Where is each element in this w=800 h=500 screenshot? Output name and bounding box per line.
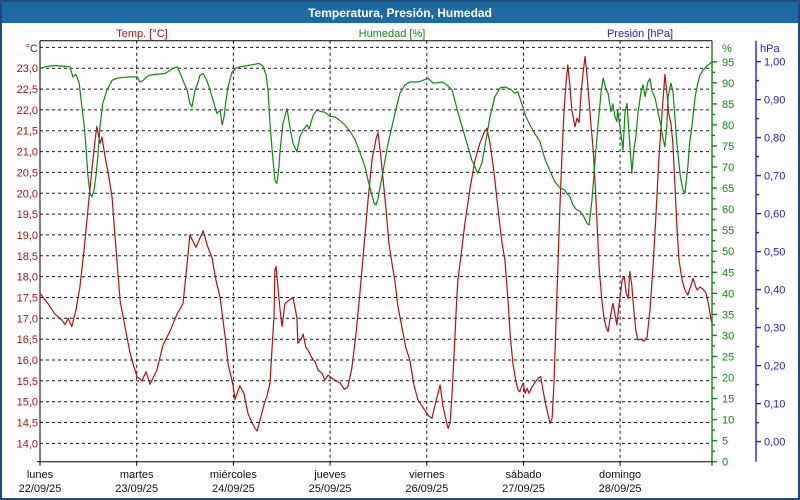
humidity-tick-label: 50 — [722, 246, 734, 258]
day-name-label: viernes — [409, 469, 445, 481]
humidity-line — [39, 61, 713, 226]
grid-layer — [40, 40, 712, 462]
temp-tick-label: 19,0 — [17, 230, 38, 242]
temp-tick-label: 22,5 — [17, 84, 38, 96]
day-date-label: 23/09/25 — [115, 483, 158, 495]
humidity-tick-label: 90 — [722, 78, 734, 90]
humidity-tick-label: 45 — [722, 267, 734, 279]
humidity-tick-label: 95 — [722, 57, 734, 69]
humidity-tick-label: 25 — [722, 351, 734, 363]
temp-tick-label: 14,5 — [17, 418, 38, 430]
legend-humidity-label: Humedad [%] — [359, 28, 426, 40]
pressure-tick-label: 0,40 — [764, 285, 785, 297]
legend-temperature-label: Temp. [°C] — [116, 28, 167, 40]
day-date-label: 28/09/25 — [599, 483, 642, 495]
humidity-tick-label: 40 — [722, 288, 734, 300]
temp-tick-label: 18,5 — [17, 251, 38, 263]
temp-tick-label: 21,0 — [17, 147, 38, 159]
pressure-tick-label: 0,70 — [764, 171, 785, 183]
day-name-label: martes — [120, 469, 154, 481]
day-date-label: 27/09/25 — [502, 483, 545, 495]
temp-tick-label: 14,0 — [17, 438, 38, 450]
legend-pressure-label: Presión [hPa] — [607, 28, 673, 40]
series-layer — [39, 55, 713, 432]
day-name-label: domingo — [599, 469, 641, 481]
pressure-axis-unit: hPa — [760, 43, 780, 55]
pressure-tick-label: 0,10 — [764, 399, 785, 411]
temp-tick-label: 20,0 — [17, 188, 38, 200]
humidity-tick-label: 85 — [722, 99, 734, 111]
day-name-label: miércoles — [210, 469, 258, 481]
day-name-label: sábado — [505, 469, 541, 481]
humidity-tick-label: 70 — [722, 162, 734, 174]
humidity-tick-label: 60 — [722, 204, 734, 216]
pressure-tick-label: 0,90 — [764, 95, 785, 107]
day-name-label: jueves — [313, 469, 346, 481]
humidity-tick-label: 20 — [722, 373, 734, 385]
temp-tick-label: 15,5 — [17, 376, 38, 388]
temp-tick-label: 23,0 — [17, 63, 38, 75]
temp-tick-label: 18,0 — [17, 272, 38, 284]
pressure-tick-label: 0,20 — [764, 361, 785, 373]
temp-axis-unit: °C — [26, 43, 38, 55]
day-name-label: lunes — [27, 469, 54, 481]
humidity-tick-label: 80 — [722, 120, 734, 132]
title-bar: Temperatura, Presión, Humedad — [2, 2, 798, 23]
humidity-tick-label: 30 — [722, 330, 734, 342]
temp-tick-label: 21,5 — [17, 126, 38, 138]
temp-tick-label: 19,5 — [17, 209, 38, 221]
temp-tick-label: 22,0 — [17, 105, 38, 117]
humidity-tick-label: 55 — [722, 225, 734, 237]
pressure-tick-label: 0,80 — [764, 133, 785, 145]
temp-tick-label: 20,5 — [17, 167, 38, 179]
temp-tick-label: 16,5 — [17, 334, 38, 346]
humidity-tick-label: 10 — [722, 415, 734, 427]
humidity-tick-label: 75 — [722, 141, 734, 153]
pressure-tick-label: 0,30 — [764, 323, 785, 335]
temp-tick-label: 17,5 — [17, 293, 38, 305]
humidity-tick-label: 5 — [722, 436, 728, 448]
day-date-label: 26/09/25 — [405, 483, 448, 495]
humidity-tick-label: 15 — [722, 394, 734, 406]
temp-tick-label: 16,0 — [17, 355, 38, 367]
axes-layer: 14,0 14,5 15,0 15,5 16,0 16,5 17,0 17,5 18,0 18,5… — [17, 40, 785, 469]
pressure-tick-label: 0,60 — [764, 209, 785, 221]
day-date-label: 25/09/25 — [309, 483, 352, 495]
temp-tick-label: 15,0 — [17, 397, 38, 409]
pressure-tick-label: 0,00 — [764, 437, 785, 449]
pressure-tick-label: 0,50 — [764, 247, 785, 259]
day-date-label: 24/09/25 — [212, 483, 255, 495]
window-title: Temperatura, Presión, Humedad — [308, 5, 492, 20]
temp-tick-label: 17,0 — [17, 313, 38, 325]
humidity-axis-unit: % — [722, 43, 732, 55]
humidity-tick-label: 65 — [722, 183, 734, 195]
pressure-tick-label: 1,00 — [764, 57, 785, 69]
day-date-label: 22/09/25 — [19, 483, 62, 495]
humidity-tick-label: 35 — [722, 309, 734, 321]
humidity-tick-label: 0 — [722, 457, 728, 469]
x-axis-labels: lunes 22/09/25 martes 23/09/25 miércoles 24/0… — [19, 461, 713, 495]
temperature-line — [39, 55, 713, 432]
